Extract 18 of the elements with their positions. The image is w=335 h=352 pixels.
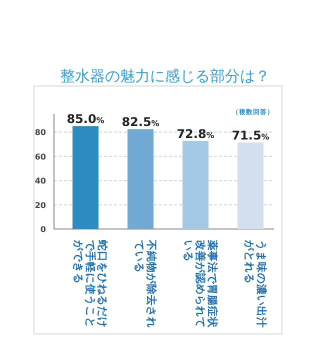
y-tick-label: 20 — [34, 200, 46, 210]
chart-title: 整水器の魅力に感じる部分は？ — [60, 67, 270, 85]
data-label: 82.5% — [122, 115, 160, 130]
x-tick-label: 薬事法で胃腸症状改善が認められている — [182, 240, 218, 330]
y-tick-label: 60 — [34, 152, 46, 162]
bar — [72, 126, 98, 229]
bar — [128, 129, 154, 229]
x-tick-label: うま味の濃い出汁がとれる — [242, 240, 266, 330]
y-tick-label: 0 — [40, 225, 46, 234]
y-tick-label: 40 — [34, 176, 46, 186]
data-label: 72.8% — [176, 126, 214, 141]
data-label: 71.5% — [232, 128, 270, 142]
x-tick-label: 蛇口をひねるだけで手軽に使うことができる — [72, 240, 108, 330]
bar — [182, 140, 208, 229]
y-tick-label: 80 — [34, 128, 46, 138]
x-tick-label: 不純物が除去されている — [132, 240, 156, 330]
bar — [238, 142, 264, 229]
data-label: 85.0% — [66, 112, 104, 126]
